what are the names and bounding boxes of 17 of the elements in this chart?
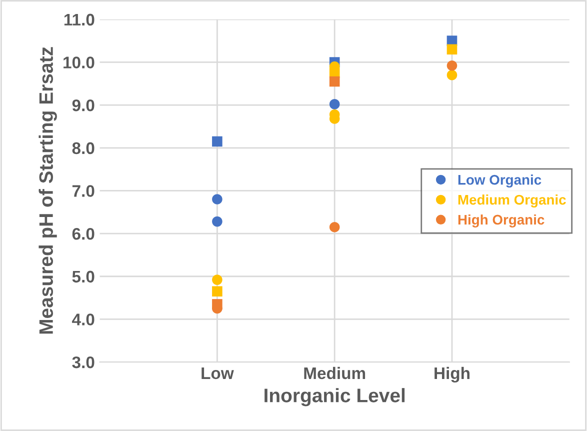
x-axis-title: Inorganic Level (264, 388, 405, 406)
y-tick-label: 6.0 (72, 228, 94, 240)
y-tick-label: 8.0 (72, 142, 94, 154)
legend-label: Medium Organic (458, 194, 566, 208)
legend-label: High Organic (458, 214, 544, 228)
y-tick-label: 5.0 (72, 270, 94, 283)
x-tick-label: High (434, 366, 470, 383)
y-tick-label: 7.0 (72, 185, 94, 197)
x-tick-label: Medium (304, 366, 366, 380)
y-axis-title: Measured pH of Starting Ersatz (38, 47, 57, 334)
y-tick-label: 10.0 (64, 56, 94, 68)
y-tick-label: 9.0 (72, 99, 94, 112)
y-tick-label: 11.0 (64, 14, 94, 26)
y-tick-label: 4.0 (72, 314, 94, 326)
x-tick-label: Low (202, 368, 234, 380)
legend-label: Low Organic (458, 174, 542, 188)
y-tick-label: 3.0 (72, 356, 94, 368)
